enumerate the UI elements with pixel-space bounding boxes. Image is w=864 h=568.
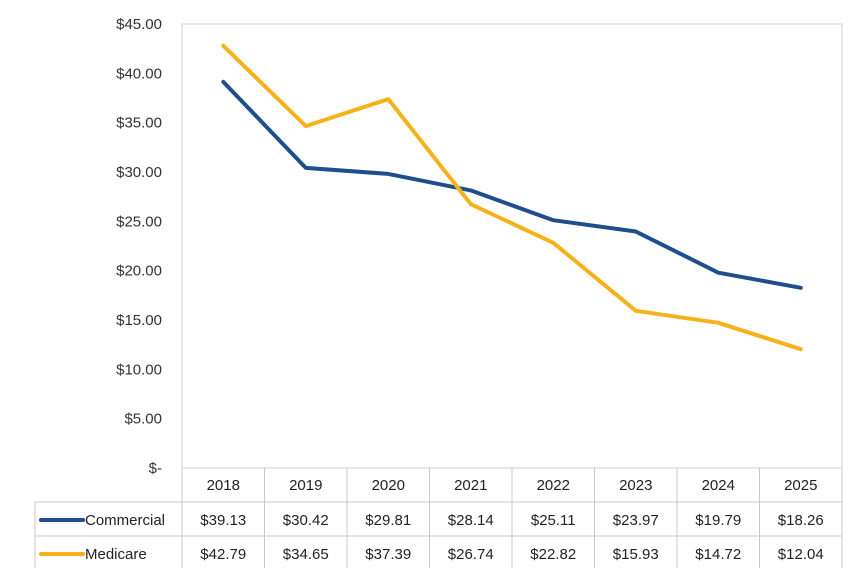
series-line-commercial [221,79,803,290]
y-tick-label: $45.00 [116,16,162,33]
x-tick-label: 2023 [619,477,652,494]
x-tick-label: 2018 [207,477,240,494]
x-tick-label: 2021 [454,477,487,494]
plot-area-border [181,23,843,469]
x-tick-label: 2019 [289,477,322,494]
y-tick-label: $15.00 [116,312,162,329]
data-label: $34.65 [283,546,329,563]
data-label: $19.79 [695,512,741,529]
y-tick-label: $35.00 [116,115,162,132]
legend-label-medicare: Medicare [85,546,147,563]
series-lines [221,43,803,352]
y-tick-label: $- [149,460,162,477]
data-label: $29.81 [365,512,411,529]
data-label: $25.11 [531,512,576,529]
axes: $- $5.00 $10.00 $15.00 $20.00 $25.00 $30.00 $35… [116,16,843,477]
y-tick-label: $30.00 [116,164,162,181]
data-label: $37.39 [365,546,411,563]
data-label: $39.13 [200,512,246,529]
data-label: $22.82 [530,546,576,563]
data-label: $12.04 [778,546,824,563]
data-label: $30.42 [283,512,329,529]
x-tick-label: 2020 [372,477,405,494]
x-tick-label: 2025 [784,477,817,494]
y-tick-label: $5.00 [124,411,162,428]
y-tick-label: $10.00 [116,361,162,378]
data-label: $18.26 [778,512,824,529]
data-label: $15.93 [613,546,659,563]
y-tick-label: $40.00 [116,65,162,82]
data-label: $23.97 [613,512,659,529]
x-tick-label: 2024 [702,477,735,494]
data-label: $42.79 [200,546,246,563]
legend-label-commercial: Commercial [85,512,165,529]
y-tick-label: $25.00 [116,213,162,230]
data-table: 2018 2019 2020 2021 2022 2023 2024 2025 Commerci… [34,468,843,568]
series-line-medicare [221,43,803,352]
data-label: $26.74 [448,546,494,563]
data-label: $28.14 [448,512,494,529]
data-label: $14.72 [695,546,741,563]
x-tick-label: 2022 [537,477,570,494]
y-tick-label: $20.00 [116,263,162,280]
